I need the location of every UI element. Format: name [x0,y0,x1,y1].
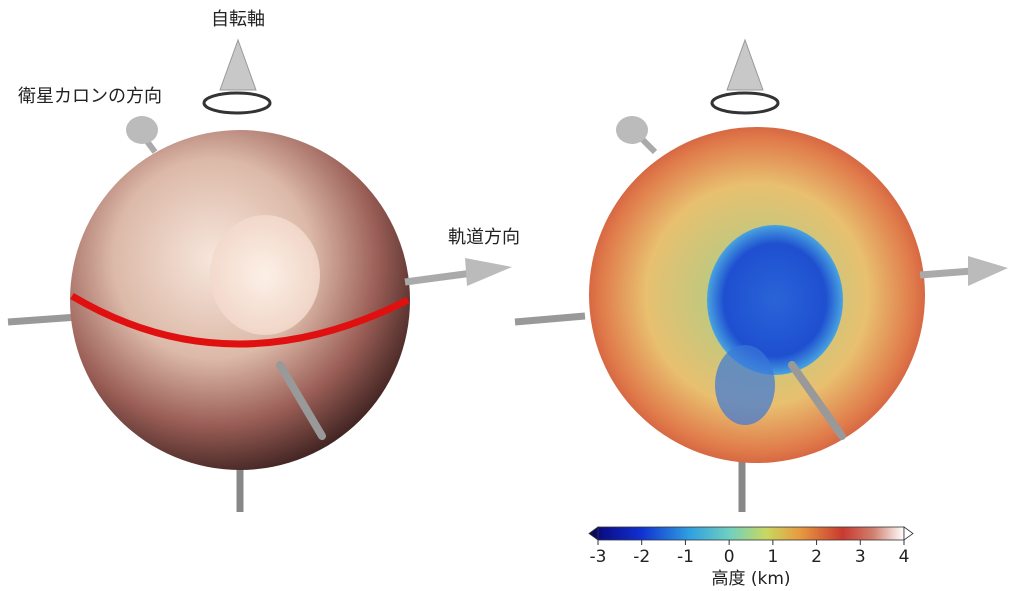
colorbar-tick-label: 3 [855,547,866,567]
colorbar-tick-label: -2 [633,547,650,567]
colorbar-label: 高度 (km) [711,569,790,589]
charon-direction-label: 衛星カロンの方向 [18,86,162,107]
colorbar-under [588,526,599,541]
right-globe [514,38,1008,512]
colorbar-tick-label: 4 [899,547,910,567]
left-globe: 自転軸 衛星カロンの方向 軌道方向 [7,9,520,512]
colorbar-tick-label: 2 [811,547,822,567]
orbit-direction-label: 軌道方向 [448,227,520,248]
colorbar-tick-label: -1 [677,547,694,567]
colorbar-tick-label: 1 [767,547,778,567]
colorbar-tick-label: -3 [590,547,607,567]
colorbar: 高度 (km) -3 -2 -1 0 1 2 3 4 [588,526,914,589]
colorbar-over [903,526,914,541]
colorbar-tick-label: 0 [724,547,735,567]
rotation-axis-label: 自転軸 [211,9,265,30]
colorbar-gradient [597,526,905,541]
